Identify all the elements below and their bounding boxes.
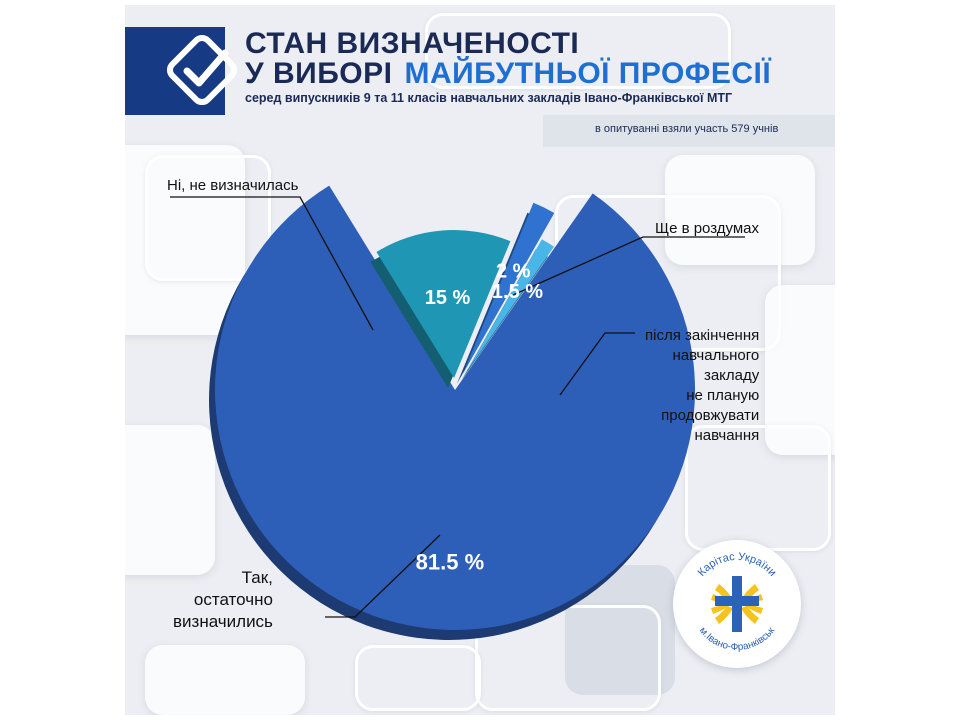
slice-label-line: навчання xyxy=(694,427,760,444)
slice-label-line: Так, xyxy=(241,568,273,587)
bg-tile xyxy=(355,645,481,711)
pie-slice xyxy=(215,185,696,630)
infographic-canvas: СТАН ВИЗНАЧЕНОСТІ У ВИБОРІ МАЙБУТНЬОЇ ПРО… xyxy=(125,5,835,715)
page-title-highlight: МАЙБУТНЬОЇ ПРОФЕСІЇ xyxy=(404,57,772,90)
caritas-cross-icon xyxy=(711,576,763,632)
pie-value-label: 81.5 % xyxy=(416,550,485,575)
pie-value-label: 2 % xyxy=(496,261,531,283)
slice-label-thinking: Ще в роздумах xyxy=(655,220,760,237)
participants-banner xyxy=(543,115,835,147)
bg-tile xyxy=(145,645,305,715)
slice-label-line: після закінчення xyxy=(645,327,760,344)
pie-chart: 81.5 % 15 % 2 %1.5 % xyxy=(170,185,745,640)
page-title-line2-text: У ВИБОРІ xyxy=(245,57,393,90)
slice-label-line: остаточно xyxy=(193,590,273,609)
bg-tile xyxy=(665,155,815,265)
leader-line xyxy=(325,534,441,618)
caritas-logo-graphic: Карітас України м.Івано-Франківськ xyxy=(696,551,779,653)
pie-value-label: 1.5 % xyxy=(492,281,543,303)
slice-label-line: не планую xyxy=(686,387,760,404)
subtitle: серед випускників 9 та 11 класів навчаль… xyxy=(245,91,733,105)
slice-label-line: закладу xyxy=(703,367,760,384)
page-title-line2: У ВИБОРІ МАЙБУТНЬОЇ ПРОФЕСІЇ xyxy=(245,57,771,91)
logo-text-top: Карітас України xyxy=(696,551,779,579)
slice-label-line: навчального xyxy=(672,347,760,364)
slice-label-no-further-study: після закінчення навчального закладу не … xyxy=(645,326,759,446)
pie-slice xyxy=(462,202,555,374)
pie-slice xyxy=(467,239,554,370)
leader-line xyxy=(512,236,745,296)
slice-label-no: Ні, не визначилась xyxy=(167,177,299,194)
page-title-line1: СТАН ВИЗНАЧЕНОСТІ xyxy=(245,27,580,60)
bg-tile xyxy=(145,155,271,281)
participants-count: в опитуванні взяли участь 579 учнів xyxy=(595,123,779,135)
bg-tile xyxy=(125,425,215,575)
bg-tile xyxy=(425,13,731,89)
pie-slice xyxy=(376,230,511,379)
caritas-logo: Карітас України м.Івано-Франківськ xyxy=(673,540,801,668)
checkmark-icon xyxy=(167,35,238,106)
slice-label-yes: Так, остаточно визначились xyxy=(173,567,273,633)
slice-label-line: визначились xyxy=(173,612,273,631)
pie-value-label: 15 % xyxy=(425,287,471,309)
slice-label-line: продовжувати xyxy=(661,407,760,424)
leader-line xyxy=(170,196,374,331)
leader-line xyxy=(559,332,635,396)
